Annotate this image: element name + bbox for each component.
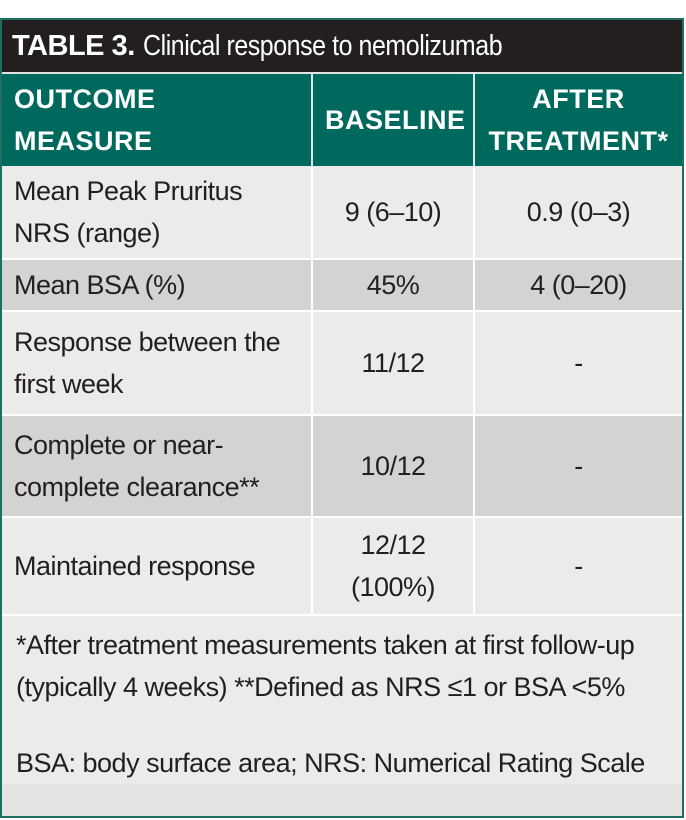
data-table: OUTCOME MEASURE BASELINE AFTER TREATMENT… <box>2 74 682 616</box>
cell-after: - <box>474 415 682 518</box>
cell-measure: Maintained response <box>2 517 313 616</box>
header-row: OUTCOME MEASURE BASELINE AFTER TREATMENT… <box>2 74 682 166</box>
clinical-response-table: TABLE 3. Clinical response to nemolizuma… <box>0 18 684 818</box>
table-number: TABLE 3. <box>12 29 135 62</box>
cell-baseline: 12/12 (100%) <box>312 517 475 616</box>
cell-baseline: 9 (6–10) <box>312 166 475 260</box>
after-header-line2: TREATMENT* <box>488 126 669 156</box>
table-caption: Clinical response to nemolizumab <box>142 29 503 62</box>
cell-baseline: 45% <box>312 259 475 312</box>
cell-measure: Mean BSA (%) <box>2 259 313 312</box>
table-footnotes: *After treatment measurements taken at f… <box>2 616 682 784</box>
cell-baseline: 11/12 <box>312 311 475 416</box>
cell-baseline: 10/12 <box>312 415 475 518</box>
table-row: Maintained response 12/12 (100%) - <box>2 517 682 616</box>
column-header-baseline: BASELINE <box>312 74 475 166</box>
table-row: Mean BSA (%) 45% 4 (0–20) <box>2 259 682 312</box>
table-title: TABLE 3. Clinical response to nemolizuma… <box>2 20 682 74</box>
cell-after: 0.9 (0–3) <box>474 166 682 260</box>
cell-measure: Complete or near-complete clearance** <box>2 415 313 518</box>
footnote-after-treatment: *After treatment measurements taken at f… <box>16 630 635 702</box>
after-header-line1: AFTER <box>532 84 625 114</box>
table-row: Mean Peak Pruritus NRS (range) 9 (6–10) … <box>2 166 682 260</box>
table-row: Response between the first week 11/12 - <box>2 311 682 416</box>
cell-measure: Mean Peak Pruritus NRS (range) <box>2 166 313 260</box>
column-header-outcome: OUTCOME MEASURE <box>2 74 313 166</box>
cell-measure: Response between the first week <box>2 311 313 416</box>
column-header-after-treatment: AFTER TREATMENT* <box>474 74 682 166</box>
cell-after: - <box>474 517 682 616</box>
footnote-abbreviations: BSA: body surface area; NRS: Numerical R… <box>16 748 645 778</box>
cell-after: 4 (0–20) <box>474 259 682 312</box>
cell-after: - <box>474 311 682 416</box>
table-row: Complete or near-complete clearance** 10… <box>2 415 682 518</box>
